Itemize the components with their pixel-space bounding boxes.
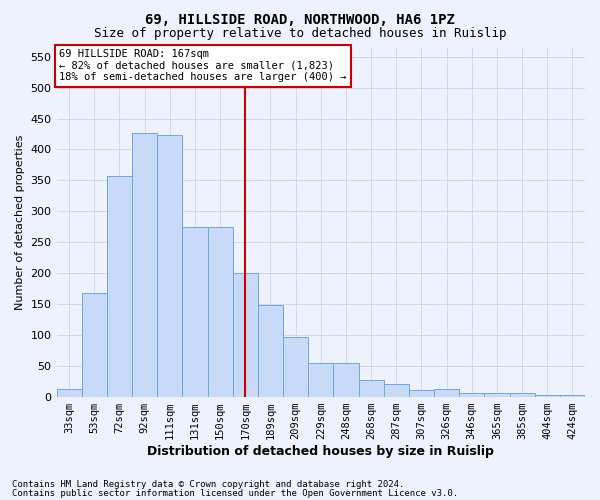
Text: 69, HILLSIDE ROAD, NORTHWOOD, HA6 1PZ: 69, HILLSIDE ROAD, NORTHWOOD, HA6 1PZ <box>145 12 455 26</box>
Bar <box>82 293 107 397</box>
Bar <box>132 133 157 396</box>
Text: 69 HILLSIDE ROAD: 167sqm
← 82% of detached houses are smaller (1,823)
18% of sem: 69 HILLSIDE ROAD: 167sqm ← 82% of detach… <box>59 49 347 82</box>
Bar <box>359 380 383 396</box>
Bar <box>233 273 258 396</box>
Bar <box>283 338 308 396</box>
X-axis label: Distribution of detached houses by size in Ruislip: Distribution of detached houses by size … <box>148 444 494 458</box>
Bar <box>509 394 535 396</box>
Bar <box>107 176 132 396</box>
Text: Contains HM Land Registry data © Crown copyright and database right 2024.: Contains HM Land Registry data © Crown c… <box>12 480 404 489</box>
Bar <box>560 394 585 396</box>
Y-axis label: Number of detached properties: Number of detached properties <box>15 134 25 310</box>
Bar <box>409 390 434 396</box>
Bar <box>182 226 208 396</box>
Bar <box>56 389 82 396</box>
Bar <box>157 134 182 396</box>
Text: Contains public sector information licensed under the Open Government Licence v3: Contains public sector information licen… <box>12 489 458 498</box>
Bar <box>334 362 359 396</box>
Bar <box>383 384 409 396</box>
Text: Size of property relative to detached houses in Ruislip: Size of property relative to detached ho… <box>94 28 506 40</box>
Bar <box>308 362 334 396</box>
Bar <box>208 226 233 396</box>
Bar <box>258 305 283 396</box>
Bar <box>459 393 484 396</box>
Bar <box>434 389 459 396</box>
Bar <box>484 394 509 396</box>
